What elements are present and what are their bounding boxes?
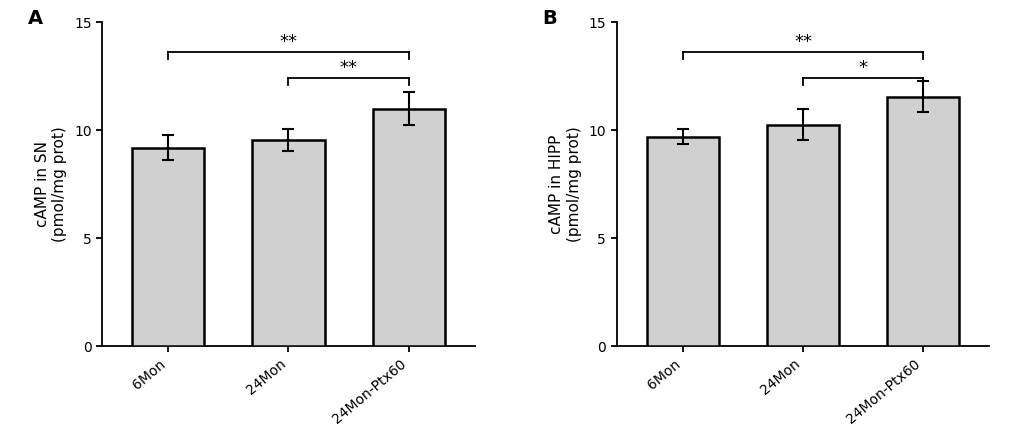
Bar	[887, 97, 959, 346]
Bar	[252, 140, 324, 346]
Text: **: **	[279, 33, 298, 51]
Text: B: B	[541, 9, 556, 28]
Bar	[646, 137, 718, 346]
Bar	[131, 147, 204, 346]
Text: *: *	[858, 59, 867, 77]
Bar	[766, 125, 839, 346]
Text: **: **	[339, 59, 358, 77]
Y-axis label: cAMP in SN
(pmol/mg prot): cAMP in SN (pmol/mg prot)	[35, 127, 67, 242]
Y-axis label: cAMP in HIPP
(pmol/mg prot): cAMP in HIPP (pmol/mg prot)	[548, 127, 581, 242]
Bar	[372, 109, 444, 346]
Text: **: **	[793, 33, 811, 51]
Text: A: A	[28, 9, 43, 28]
